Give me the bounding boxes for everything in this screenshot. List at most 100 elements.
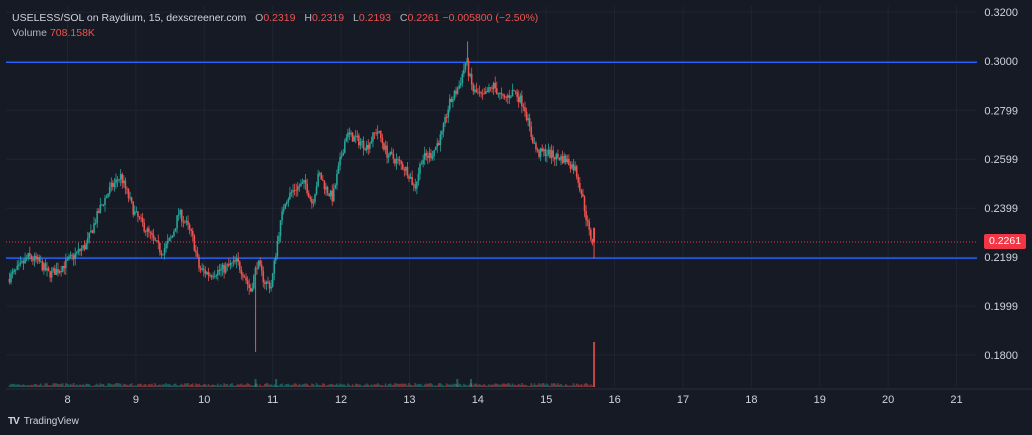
candle-body	[463, 69, 465, 74]
candle-body	[152, 234, 155, 239]
x-tick-label: 19	[814, 394, 826, 406]
candle	[390, 147, 393, 155]
candle-body	[488, 87, 490, 93]
candle-body	[159, 242, 161, 253]
volume-bar	[323, 383, 326, 387]
candle-body	[110, 182, 113, 188]
candle	[43, 261, 45, 275]
candle-body	[322, 179, 324, 181]
candle-body	[132, 201, 135, 215]
candle-body	[246, 280, 249, 285]
x-tick-label: 20	[882, 394, 894, 406]
volume-bar	[483, 383, 486, 387]
candle	[485, 86, 487, 95]
candle	[217, 266, 219, 281]
candle	[511, 83, 514, 97]
candle	[497, 92, 500, 98]
candle	[389, 151, 392, 157]
volume-bar	[510, 384, 512, 387]
volume-bar	[522, 384, 525, 387]
candle	[491, 85, 493, 93]
open-label: O	[255, 12, 264, 24]
volume-bar	[210, 384, 213, 387]
volume-bar	[542, 383, 545, 387]
volume-bar	[11, 384, 14, 387]
candle	[522, 103, 525, 112]
candle-body	[417, 173, 420, 182]
candle-body	[135, 211, 138, 213]
candle	[292, 184, 294, 199]
candle	[428, 147, 431, 163]
volume-bar	[494, 383, 497, 387]
volume-bar	[163, 384, 166, 387]
volume-bar	[417, 383, 420, 387]
candle-body	[234, 260, 236, 262]
volume-bar	[488, 384, 490, 387]
volume-bar	[224, 384, 227, 387]
candle	[63, 261, 66, 275]
volume-bar	[115, 383, 117, 387]
tradingview-logo-icon: TV	[8, 416, 20, 427]
candle	[151, 230, 153, 241]
candle	[477, 88, 479, 95]
volume-bar	[57, 383, 59, 387]
high-label: H	[304, 12, 312, 24]
candle-body	[340, 155, 343, 157]
candle-body	[223, 264, 225, 273]
volume-bar	[486, 385, 489, 387]
candle-body	[383, 143, 385, 150]
candle-body	[185, 220, 188, 223]
volume-spike	[593, 342, 596, 387]
volume-bar	[206, 385, 208, 387]
candle-body	[58, 271, 61, 273]
volume-bar	[546, 383, 548, 387]
candle	[348, 127, 351, 141]
candle-body	[221, 264, 224, 269]
volume-bar	[65, 383, 67, 387]
volume-bar	[121, 385, 124, 387]
candle	[228, 257, 230, 268]
tradingview-brand[interactable]: TV TradingView	[8, 416, 79, 427]
volume-bar	[173, 384, 175, 387]
candle	[300, 179, 302, 187]
candle	[582, 188, 584, 197]
volume-bar	[235, 385, 238, 387]
candle	[19, 256, 22, 267]
candle-body	[362, 141, 365, 149]
candle-body	[511, 89, 514, 97]
volume-bar	[248, 384, 250, 387]
volume-bar	[519, 384, 522, 387]
volume-bar	[273, 384, 276, 387]
candle-body	[528, 118, 531, 127]
volume-bar	[329, 384, 332, 387]
candle-body	[303, 179, 305, 183]
volume-bar	[467, 385, 470, 387]
candle-body	[301, 182, 304, 184]
candle	[212, 272, 214, 280]
candle-body	[563, 155, 565, 163]
candle-body	[144, 231, 147, 233]
candle	[307, 190, 310, 198]
volume-bar	[187, 383, 189, 387]
volume-bar	[240, 383, 243, 387]
candle	[285, 200, 288, 207]
candle-body	[389, 151, 392, 156]
candle-body	[195, 250, 197, 253]
candle-body	[387, 155, 390, 158]
candle	[108, 181, 111, 197]
volume-bar	[560, 383, 562, 387]
volume-bar	[445, 383, 448, 387]
volume-bar	[83, 385, 86, 387]
candle-body	[495, 88, 498, 94]
candle	[542, 147, 545, 157]
candle-body	[245, 277, 247, 281]
volume-bar	[107, 383, 109, 387]
volume-bar	[458, 383, 460, 387]
candle-body	[467, 60, 470, 76]
volume-bar	[575, 383, 578, 387]
volume-bar	[201, 385, 203, 387]
volume-bar	[395, 383, 398, 387]
candle	[378, 130, 381, 134]
candle	[85, 240, 88, 250]
